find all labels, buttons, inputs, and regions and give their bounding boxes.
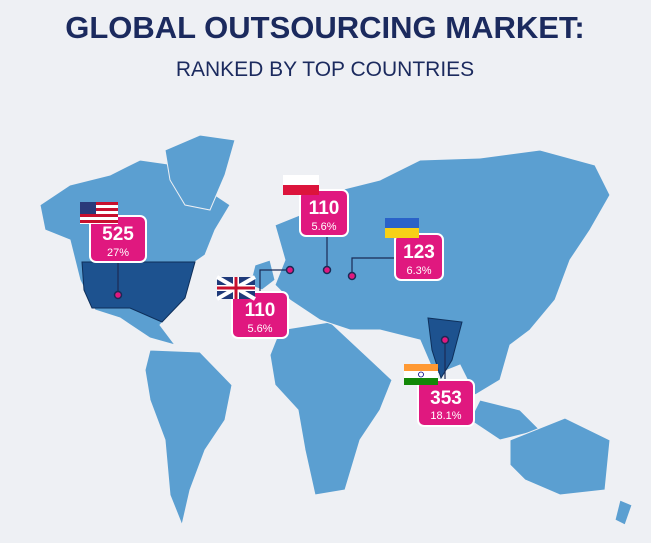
flag [404,364,438,385]
usa-highlight [81,261,196,323]
leaders [113,236,450,382]
title: GLOBAL OUTSOURCING MARKET: [65,10,585,45]
flag [283,175,319,195]
share: 5.6% [311,221,336,233]
value: 123 [403,242,435,263]
share: 6.3% [406,265,431,277]
callout: 110 5.6% [283,175,349,237]
value: 353 [430,388,462,409]
value: 110 [245,300,276,321]
share: 27% [107,247,129,259]
value: 525 [102,224,134,245]
share: 5.6% [247,323,272,335]
share: 18.1% [430,410,461,422]
callout: 110 5.6% [215,275,289,339]
callout: 525 27% [80,202,147,263]
value: 110 [309,198,340,219]
callout: 123 6.3% [385,218,444,281]
flag [80,202,118,224]
callout: 353 18.1% [404,364,475,427]
subtitle: RANKED BY TOP COUNTRIES [176,58,474,81]
flag [385,218,419,238]
flag [215,275,257,301]
